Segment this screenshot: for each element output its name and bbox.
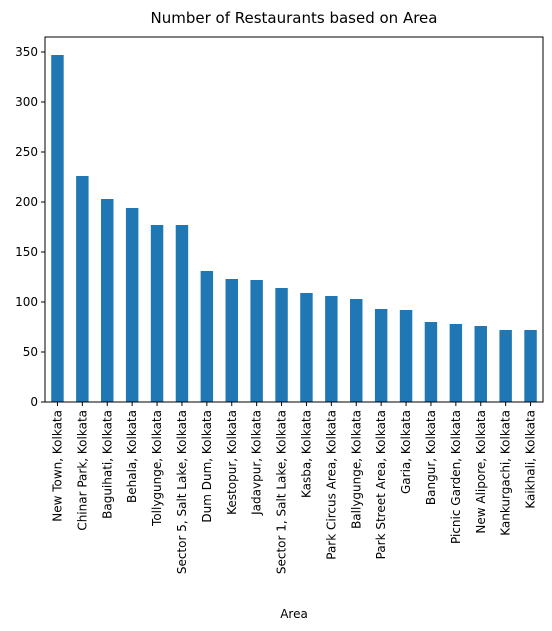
chart-title: Number of Restaurants based on Area bbox=[151, 9, 438, 27]
y-tick-label: 250 bbox=[15, 145, 38, 159]
bar bbox=[499, 330, 512, 402]
x-tick-label: Tollygunge, Kolkata bbox=[150, 410, 164, 527]
bar bbox=[424, 322, 438, 402]
bar bbox=[449, 324, 463, 402]
bar bbox=[175, 225, 189, 402]
bar bbox=[350, 299, 363, 402]
y-tick-label: 200 bbox=[15, 195, 38, 209]
x-axis-label: Area bbox=[280, 607, 308, 621]
x-tick-label: Behala, Kolkata bbox=[125, 410, 139, 503]
y-tick-label: 0 bbox=[30, 395, 38, 409]
x-tick-label: Garia, Kolkata bbox=[399, 410, 413, 494]
x-tick-label: Sector 5, Salt Lake, Kolkata bbox=[175, 410, 189, 574]
y-tick-label: 100 bbox=[15, 295, 38, 309]
bar bbox=[200, 271, 214, 402]
x-tick-label: Park Street Area, Kolkata bbox=[374, 410, 388, 559]
x-tick-label: Kaikhali, Kolkata bbox=[524, 410, 538, 509]
bar bbox=[225, 279, 238, 402]
x-axis: New Town, Kolkata Chinar Park, Kolkata Bag… bbox=[50, 402, 538, 574]
y-tick-label: 300 bbox=[15, 95, 38, 109]
x-tick-label: Kasba, Kolkata bbox=[299, 410, 313, 498]
bar bbox=[399, 310, 413, 402]
bar bbox=[275, 288, 288, 402]
x-tick-label: Bangur, Kolkata bbox=[424, 410, 438, 505]
bar bbox=[51, 55, 64, 402]
bar bbox=[524, 330, 537, 402]
x-tick-label: Park Circus Area, Kolkata bbox=[324, 410, 338, 560]
x-tick-label: Jadavpur, Kolkata bbox=[250, 410, 264, 516]
bar bbox=[101, 199, 114, 402]
x-tick-label: Kankurgachi, Kolkata bbox=[499, 410, 513, 536]
plot-frame bbox=[44, 36, 544, 403]
bar bbox=[125, 208, 139, 402]
x-tick-label: New Alipore, Kolkata bbox=[474, 410, 488, 534]
x-tick-label: Baguihati, Kolkata bbox=[100, 410, 114, 519]
x-tick-label: Dum Dum, Kolkata bbox=[200, 410, 214, 523]
bar bbox=[474, 326, 487, 402]
bar bbox=[250, 280, 263, 402]
y-tick-label: 150 bbox=[15, 245, 38, 259]
x-tick-label: Ballygunge, Kolkata bbox=[349, 410, 363, 529]
bar bbox=[325, 296, 338, 402]
bar bbox=[76, 176, 89, 402]
bar bbox=[300, 293, 313, 402]
x-tick-label: Kestopur, Kolkata bbox=[225, 410, 239, 515]
bars-group bbox=[51, 55, 537, 402]
y-axis: 0 50 100 150 200 250 300 350 bbox=[15, 45, 45, 409]
y-tick-label: 50 bbox=[23, 345, 38, 359]
bar bbox=[374, 309, 388, 402]
x-tick-label: Picnic Garden, Kolkata bbox=[449, 410, 463, 544]
x-tick-label: Sector 1, Salt Lake, Kolkata bbox=[275, 410, 289, 574]
y-tick-label: 350 bbox=[15, 45, 38, 59]
x-tick-label: Chinar Park, Kolkata bbox=[75, 410, 89, 531]
bar bbox=[150, 225, 164, 402]
x-tick-label: New Town, Kolkata bbox=[50, 410, 64, 522]
